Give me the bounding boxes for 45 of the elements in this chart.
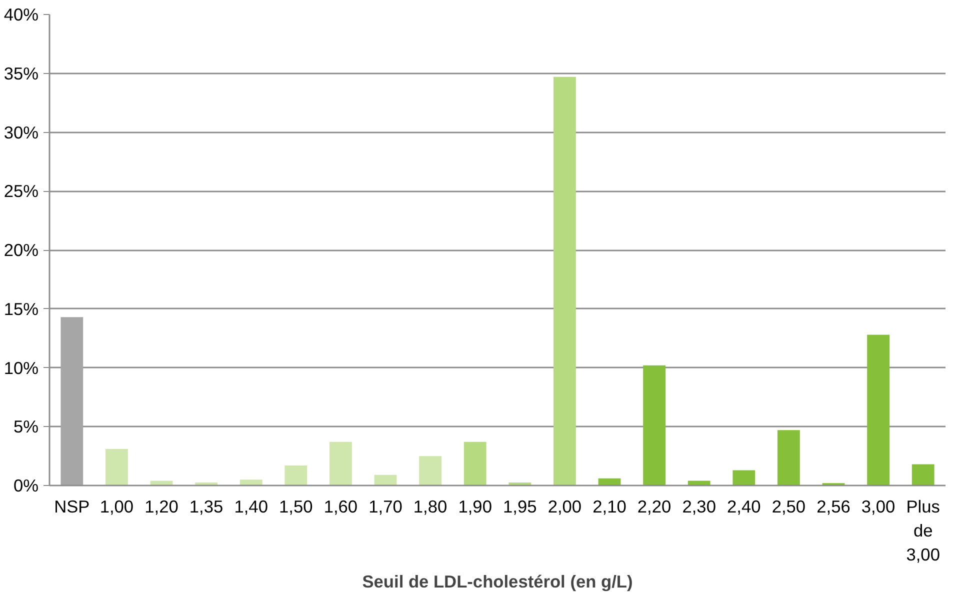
x-tick-label: 1,70 (368, 496, 402, 516)
x-tick-label: 2,40 (727, 496, 761, 516)
x-tick-label: 2,20 (637, 496, 672, 516)
bar (867, 334, 890, 486)
x-tick-label: NSP (54, 496, 90, 516)
y-tick-label: 10% (4, 358, 39, 378)
bar (240, 480, 262, 486)
x-tick-label: 2,50 (772, 496, 806, 516)
x-tick-label: 2,56 (816, 496, 850, 516)
x-tick-label: 1,80 (413, 496, 448, 516)
x-tick-label: 2,30 (682, 496, 716, 516)
bar (419, 456, 442, 486)
x-tick-label: 1,20 (144, 496, 178, 516)
x-tick-label: 3,00 (861, 496, 896, 516)
x-tick-label: 1,60 (324, 496, 358, 516)
bar (554, 76, 576, 486)
bar (598, 478, 621, 486)
y-tick-label: 5% (13, 416, 38, 437)
y-tick-label: 25% (4, 181, 39, 202)
y-tick-label: 15% (4, 298, 39, 319)
x-tick-label: 1,90 (458, 496, 492, 516)
bar (60, 317, 84, 486)
bar (284, 465, 308, 486)
bar (643, 365, 666, 486)
x-tick-label: 1,00 (100, 496, 134, 516)
y-tick-label: 20% (4, 240, 39, 260)
y-tick-label: 30% (4, 122, 39, 142)
x-tick-label: Plus de 3,00 (906, 496, 940, 564)
bar (778, 430, 800, 486)
x-tick-label: 2,10 (592, 496, 626, 516)
x-tick-label: 1,40 (234, 496, 268, 516)
x-axis-title: Seuil de LDL-cholestérol (en g/L) (362, 572, 633, 592)
x-tick-label: 1,95 (503, 496, 537, 516)
bar (374, 474, 397, 486)
bar (106, 448, 128, 486)
bar (732, 470, 756, 486)
bar (912, 464, 934, 486)
y-tick-label: 35% (4, 63, 39, 84)
y-tick-label: 40% (4, 4, 39, 24)
x-tick-label: 1,50 (279, 496, 313, 516)
x-tick-label: 2,00 (548, 496, 582, 516)
bar (330, 442, 352, 486)
x-tick-label: 1,35 (189, 496, 224, 516)
bar (464, 442, 486, 486)
y-tick-label: 0% (13, 476, 38, 496)
